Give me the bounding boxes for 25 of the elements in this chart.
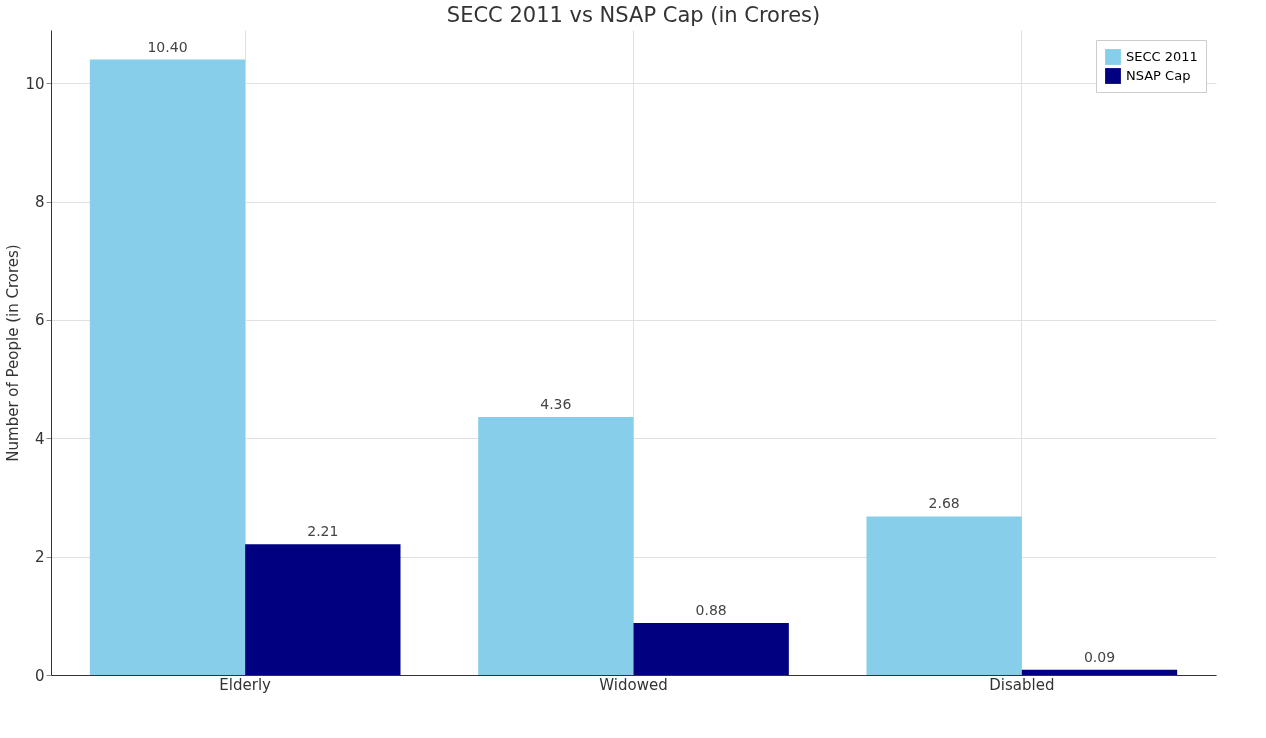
y-tick-label: 6 — [34, 311, 45, 330]
chart-title: SECC 2011 vs NSAP Cap (in Crores) — [446, 3, 821, 27]
y-tick-label: 0 — [34, 666, 45, 685]
x-tick-label: Widowed — [599, 675, 668, 694]
data-label: 4.36 — [540, 396, 572, 412]
bar — [633, 622, 789, 675]
data-label: 2.68 — [928, 495, 960, 512]
data-label: 2.21 — [307, 523, 339, 540]
bar — [1021, 669, 1178, 675]
legend-label: NSAP Cap — [1126, 68, 1191, 83]
data-label: 10.40 — [147, 38, 188, 55]
y-tick-label: 8 — [34, 193, 45, 212]
data-label: 0.88 — [695, 601, 727, 618]
data-label: 0.09 — [1083, 648, 1116, 665]
bar — [89, 59, 246, 675]
y-axis-title: Number of People (in Crores) — [4, 244, 23, 462]
bar — [245, 544, 401, 675]
legend-label: SECC 2011 — [1126, 49, 1198, 64]
y-tick-label: 2 — [34, 548, 45, 567]
x-tick-label: Elderly — [219, 675, 272, 694]
bar — [478, 417, 634, 675]
y-tick-label: 10 — [25, 74, 45, 93]
bar — [866, 516, 1022, 675]
x-tick-label: Disabled — [989, 675, 1055, 694]
y-tick-label: 4 — [34, 429, 45, 448]
